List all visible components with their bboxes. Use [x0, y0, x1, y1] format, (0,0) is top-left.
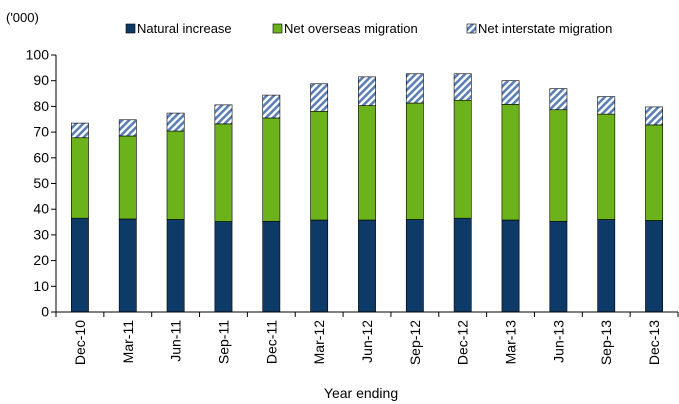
- legend-item-net-overseas-migration: Net overseas migration: [272, 21, 418, 36]
- legend-swatch-net-interstate-migration: [466, 23, 477, 34]
- bar-net-overseas-migration: [501, 104, 520, 221]
- bar-natural-increase: [405, 219, 424, 313]
- bar-natural-increase: [597, 219, 616, 313]
- x-tick-label: Dec-10: [72, 320, 88, 365]
- bar-net-overseas-migration: [453, 99, 472, 219]
- bar-net-interstate-migration: [358, 76, 376, 106]
- x-tick-label: Dec-12: [455, 320, 471, 365]
- x-tick-label: Dec-11: [263, 320, 279, 364]
- bar-net-interstate-migration: [501, 80, 520, 105]
- x-tick-label: Jun-12: [359, 320, 375, 363]
- legend-label-net-overseas-migration: Net overseas migration: [284, 21, 418, 36]
- x-tick-label: Jun-11: [168, 320, 184, 362]
- bar-net-interstate-migration: [71, 122, 89, 139]
- bar-natural-increase: [71, 217, 89, 313]
- bar-net-interstate-migration: [597, 96, 616, 115]
- y-axis: 0 10 20 30 40 50 60 70 80 90 100: [26, 47, 57, 320]
- bar-net-interstate-migration: [214, 104, 233, 125]
- bar-natural-increase: [214, 221, 233, 313]
- y-tick-label: 90: [33, 72, 49, 88]
- bar-net-interstate-migration: [166, 112, 185, 132]
- x-tick-label: Dec-13: [646, 320, 662, 365]
- legend-label-natural-increase: Natural increase: [137, 21, 232, 36]
- x-tick-label: Mar-11: [120, 320, 136, 364]
- bar-natural-increase: [645, 220, 663, 313]
- bar-natural-increase: [358, 219, 376, 313]
- bar-natural-increase: [166, 219, 185, 313]
- legend-item-net-interstate-migration: Net interstate migration: [466, 21, 612, 36]
- y-tick-label: 0: [41, 304, 49, 320]
- x-tick-label: Sep-13: [598, 320, 614, 365]
- x-axis: Dec-10 Mar-11 Jun-11 Sep-11 Dec-11 Mar-12 Jun-…: [55, 311, 679, 365]
- x-tick-label: Jun-13: [550, 320, 566, 363]
- x-axis-title: Year ending: [324, 385, 398, 401]
- bar-net-interstate-migration: [405, 73, 424, 104]
- legend-label-net-interstate-migration: Net interstate migration: [478, 21, 612, 36]
- y-tick-label: 70: [33, 124, 49, 140]
- bar-net-overseas-migration: [166, 130, 185, 220]
- bar-net-overseas-migration: [262, 117, 281, 222]
- bar-natural-increase: [501, 219, 520, 313]
- y-tick-label: 30: [33, 226, 49, 242]
- bar-net-overseas-migration: [645, 124, 663, 221]
- bar-net-interstate-migration: [645, 106, 663, 126]
- y-tick-label: 80: [33, 98, 49, 114]
- y-tick-label: 40: [33, 201, 49, 217]
- y-tick-label: 50: [33, 175, 49, 191]
- y-tick-label: 20: [33, 252, 49, 268]
- x-tick-label: Mar-12: [311, 320, 327, 365]
- bar-natural-increase: [118, 218, 137, 313]
- y-tick-label: 60: [33, 149, 49, 165]
- x-tick-label: Mar-13: [503, 320, 519, 365]
- x-tick-label: Sep-12: [407, 320, 423, 365]
- y-tick-label: 10: [33, 278, 49, 294]
- bar-natural-increase: [549, 220, 568, 313]
- bar-net-overseas-migration: [71, 137, 89, 219]
- bar-net-overseas-migration: [405, 102, 424, 220]
- bar-net-interstate-migration: [453, 73, 472, 101]
- bar-net-overseas-migration: [358, 105, 376, 221]
- bar-natural-increase: [310, 219, 329, 313]
- unit-label: ('000): [6, 10, 39, 25]
- bar-net-overseas-migration: [214, 123, 233, 222]
- bar-net-interstate-migration: [549, 88, 568, 111]
- bar-net-interstate-migration: [118, 119, 137, 137]
- bar-net-interstate-migration: [262, 94, 281, 119]
- bar-natural-increase: [262, 220, 281, 313]
- bar-net-overseas-migration: [310, 110, 329, 221]
- legend-swatch-net-overseas-migration: [272, 23, 283, 34]
- bar-natural-increase: [453, 217, 472, 313]
- bars: [71, 73, 663, 313]
- bar-net-overseas-migration: [597, 113, 616, 220]
- bar-net-interstate-migration: [310, 83, 329, 112]
- x-tick-label: Sep-11: [215, 320, 231, 364]
- legend-item-natural-increase: Natural increase: [125, 21, 232, 36]
- bar-net-overseas-migration: [118, 135, 137, 220]
- bar-net-overseas-migration: [549, 109, 568, 222]
- y-tick-label: 100: [26, 47, 50, 63]
- legend: Natural increase Net overseas migration …: [125, 21, 612, 36]
- legend-swatch-natural-increase: [125, 23, 136, 34]
